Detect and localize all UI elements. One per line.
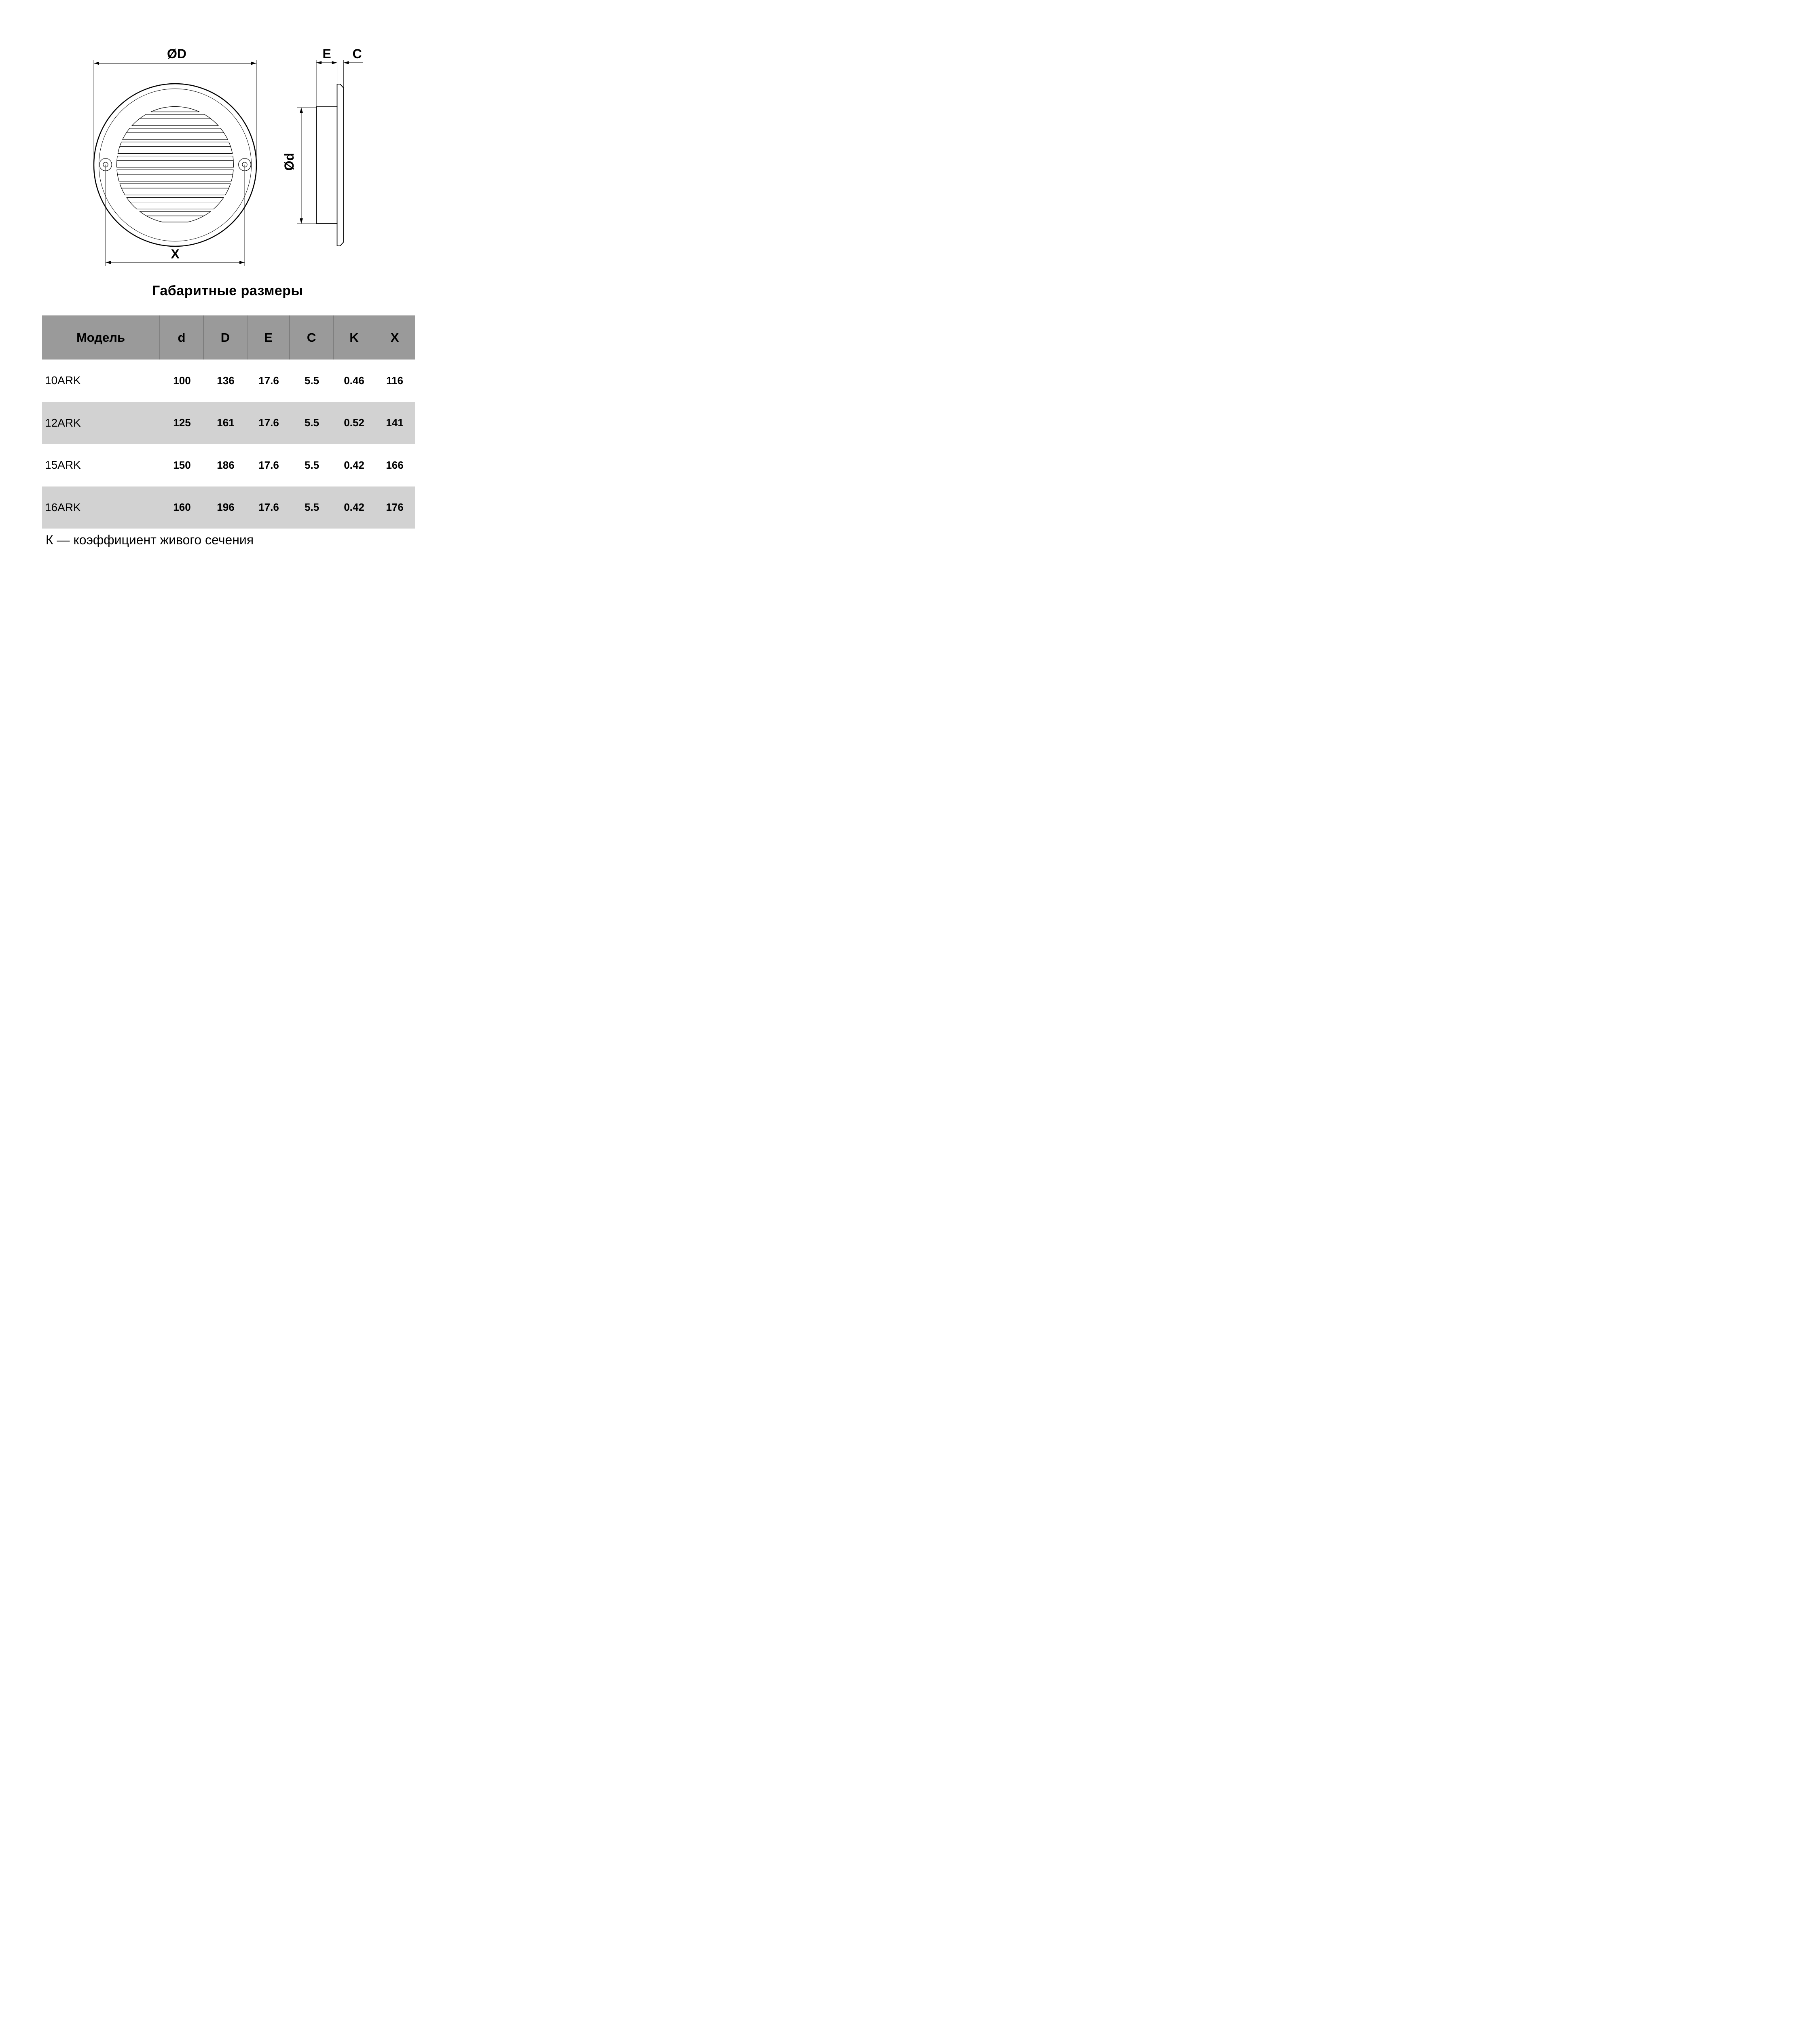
dimension-arrowhead: [300, 108, 303, 113]
dimension-arrowhead: [332, 61, 337, 64]
dimension-arrowhead: [94, 61, 99, 65]
header-E: E: [248, 315, 290, 360]
technical-drawing: ØD X E C Ød: [93, 47, 363, 266]
table-body: 10ARK 100 136 17.6 5.5 0.46 116 12ARK 125 161 17.6…: [42, 360, 415, 529]
value-cell-C: 5.5: [304, 501, 320, 514]
dimensions-table: Модель d D E C K X 10ARK 100 136 17.6 5.5 0.4…: [42, 315, 415, 529]
header-d: d: [160, 315, 204, 360]
grille-spec-sheet: ØD X E C Ød Габаритные размеры Модель d D E …: [0, 0, 455, 607]
dimension-arrowhead: [316, 61, 322, 64]
value-cell-d: 150: [173, 459, 191, 471]
value-cell-X: 141: [386, 417, 404, 429]
dimension-arrowhead: [251, 61, 256, 65]
value-cell-E: 17.6: [258, 459, 279, 471]
front-outer-circle: [93, 83, 257, 247]
louver-top-cap: [150, 106, 200, 112]
louver-slat-segment: [119, 183, 231, 195]
header-model: Модель: [42, 315, 160, 360]
value-cell-C: 5.5: [304, 459, 320, 471]
value-cell-K: 0.46: [344, 374, 364, 387]
value-cell-K: 0.42: [344, 459, 364, 471]
value-cell-C: 5.5: [304, 417, 320, 429]
value-cell-X: 176: [386, 501, 404, 514]
value-cell-E: 17.6: [258, 417, 279, 429]
dimension-arrowhead: [106, 261, 111, 264]
header-K: K: [349, 330, 359, 345]
value-cell-K: 0.42: [344, 501, 364, 514]
louver-slat-segment: [126, 197, 224, 209]
louver-slat-segment: [116, 156, 234, 168]
value-cell-C: 5.5: [304, 374, 320, 387]
value-cell-X: 166: [386, 459, 404, 471]
dimension-arrowhead: [300, 218, 303, 224]
table-row: 12ARK 125 161 17.6 5.5 0.52 141: [42, 402, 415, 444]
model-cell: 12ARK: [45, 416, 81, 429]
value-cell-D: 161: [217, 417, 235, 429]
table-row: 15ARK 150 186 17.6 5.5 0.42 166: [42, 444, 415, 486]
louver-slat-segment: [131, 114, 219, 126]
value-cell-E: 17.6: [258, 501, 279, 514]
value-cell-D: 186: [217, 459, 235, 471]
louver-slat-segment: [117, 142, 233, 154]
dim-label-E: E: [322, 47, 331, 61]
table-row: 16ARK 160 196 17.6 5.5 0.42 176: [42, 486, 415, 529]
value-cell-D: 196: [217, 501, 235, 514]
header-C: C: [290, 315, 334, 360]
louver-slat-segment: [116, 169, 234, 182]
flange-profile: [336, 84, 344, 246]
value-cell-d: 160: [173, 501, 191, 514]
dimension-arrowhead: [239, 261, 245, 264]
header-X: X: [390, 330, 399, 345]
value-cell-d: 125: [173, 417, 191, 429]
dim-label-C: C: [352, 47, 362, 61]
dim-label-Od: Ød: [282, 153, 296, 171]
dim-label-X: X: [171, 247, 180, 261]
value-cell-D: 136: [217, 374, 235, 387]
footnote: К — коэффициент живого сечения: [46, 533, 254, 547]
value-cell-d: 100: [173, 374, 191, 387]
louver-slat-segment: [122, 128, 228, 140]
model-cell: 16ARK: [45, 501, 81, 514]
table-header-row: Модель d D E C K X: [42, 315, 415, 360]
header-D: D: [204, 315, 248, 360]
model-cell: 15ARK: [45, 459, 81, 472]
front-rim-circle: [99, 89, 252, 241]
dim-label-OD: ØD: [167, 47, 186, 61]
value-cell-X: 116: [386, 374, 403, 387]
section-title: Габаритные размеры: [152, 283, 303, 298]
louver-slat-segment: [139, 211, 211, 222]
value-cell-K: 0.52: [344, 417, 364, 429]
dimension-arrowhead: [343, 61, 349, 64]
model-cell: 10ARK: [45, 374, 81, 387]
value-cell-E: 17.6: [258, 374, 279, 387]
table-row: 10ARK 100 136 17.6 5.5 0.46 116: [42, 360, 415, 402]
